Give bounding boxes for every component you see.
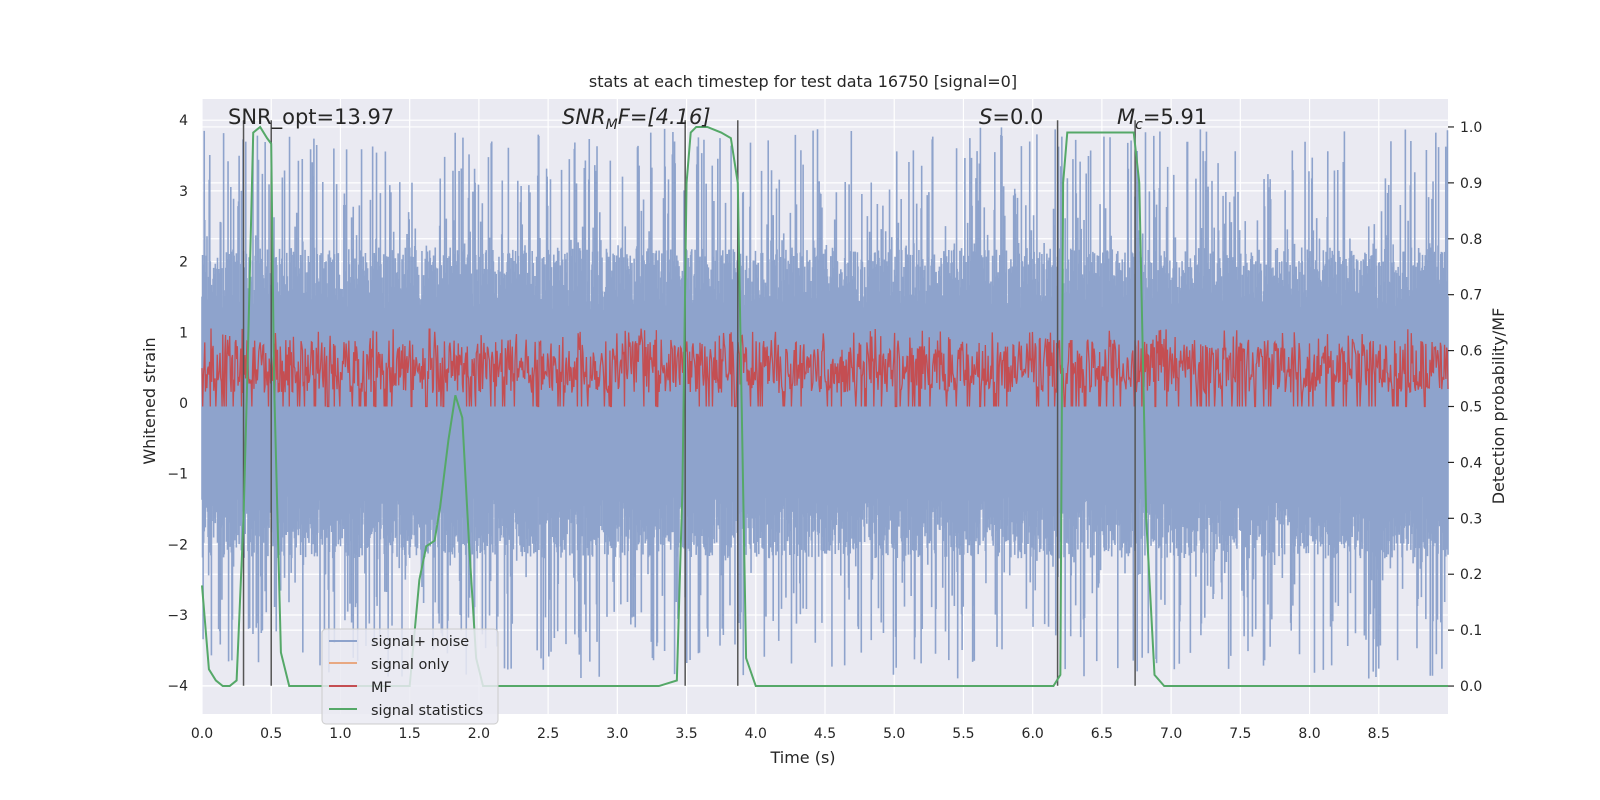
legend-label-signal-only: signal only <box>371 657 450 673</box>
y2-tick-label: 0.4 <box>1460 455 1482 471</box>
annotation-snr-opt: SNR_opt=13.97 <box>228 105 394 130</box>
x-tick-label: 4.5 <box>814 726 836 742</box>
y2-tick-label: 0.2 <box>1460 567 1482 583</box>
x-tick-label: 0.0 <box>191 726 213 742</box>
annotation-snr-mf-suffix: F=[4.16] <box>618 105 711 129</box>
x-tick-label: 4.0 <box>745 726 767 742</box>
x-tick-label: 1.0 <box>329 726 351 742</box>
y2-tick-label: 0.7 <box>1460 288 1482 304</box>
chart-title: stats at each timestep for test data 167… <box>589 72 1017 91</box>
x-tick-label: 0.5 <box>260 726 282 742</box>
annotation-snr-mf-prefix: SNR <box>562 105 606 129</box>
x-axis-label: Time (s) <box>769 748 835 767</box>
mf-line <box>201 328 1449 408</box>
y2-tick-label: 0.0 <box>1460 679 1482 695</box>
signal-statistics-line <box>201 125 1448 688</box>
x-tick-label: 2.5 <box>537 726 559 742</box>
legend-box <box>321 628 499 725</box>
x-tick-label: 8.5 <box>1368 726 1390 742</box>
x-tick-label: 7.0 <box>1160 726 1182 742</box>
y-tick-label: −1 <box>167 467 188 483</box>
x-tick-label: 8.0 <box>1298 726 1320 742</box>
x-tick-label: 7.5 <box>1229 726 1251 742</box>
annotation-s: S=0.0 <box>979 105 1043 129</box>
legend-label-signal-noise: signal+ noise <box>371 634 469 650</box>
y-tick-label: −2 <box>167 537 188 553</box>
x-tick-label: 2.0 <box>468 726 490 742</box>
legend-label-mf: MF <box>371 680 392 696</box>
y-tick-label: 0 <box>179 396 188 412</box>
annotation-mc-subscript: c <box>1135 117 1143 133</box>
annotation-s-value: =0.0 <box>992 105 1043 129</box>
annotation-snr-mf-subscript: M <box>606 117 618 133</box>
y-tick-label: 1 <box>179 325 188 341</box>
y2-axis-label: Detection probability/MF <box>1489 308 1508 505</box>
annotation-s-symbol: S <box>979 105 992 129</box>
y2-tick-label: 0.6 <box>1460 344 1482 360</box>
legend-label-signal-statistics: signal statistics <box>371 703 483 719</box>
signal-statistics-series <box>201 125 1448 688</box>
legend: signal+ noise signal only MF signal stat… <box>321 628 499 725</box>
x-tick-label: 1.5 <box>399 726 421 742</box>
y-tick-label: 2 <box>179 255 188 271</box>
y2-tick-label: 0.5 <box>1460 400 1482 416</box>
x-axis-ticks: 0.0 0.5 1.0 1.5 2.0 2.5 3.0 3.5 4.0 4.5 5.0 5.5 6.0 6… <box>191 726 1390 742</box>
y2-tick-label: 0.8 <box>1460 232 1482 248</box>
y2-tick-label: 0.1 <box>1460 623 1482 639</box>
y2-tick-label: 0.3 <box>1460 511 1482 527</box>
y-tick-label: 3 <box>179 184 188 200</box>
y2-tick-label: 1.0 <box>1460 120 1482 136</box>
y-axis-ticks: 4 3 2 1 0 −1 −2 −3 −4 <box>167 113 188 695</box>
x-tick-label: 6.5 <box>1091 726 1113 742</box>
annotation-mc-value: =5.91 <box>1143 105 1207 129</box>
y-tick-label: −3 <box>167 608 188 624</box>
annotation-mc: Mc=5.91 <box>1117 105 1207 133</box>
signal-noise-core <box>202 311 1448 495</box>
y-tick-label: −4 <box>167 679 188 695</box>
x-tick-label: 5.0 <box>883 726 905 742</box>
annotation-mc-symbol: M <box>1117 105 1135 129</box>
mf-series <box>201 328 1449 408</box>
annotation-snr-mf: SNRMF=[4.16] <box>562 105 711 133</box>
x-tick-label: 3.5 <box>675 726 697 742</box>
x-tick-label: 3.0 <box>606 726 628 742</box>
y2-axis-ticks: 0.0 0.1 0.2 0.3 0.4 0.5 0.6 0.7 0.8 0.9 1.0 <box>1448 120 1482 695</box>
x-tick-label: 6.0 <box>1022 726 1044 742</box>
x-tick-label: 5.5 <box>952 726 974 742</box>
y-axis-label: Whitened strain <box>140 337 159 464</box>
y-tick-label: 4 <box>179 113 188 129</box>
y2-tick-label: 0.9 <box>1460 176 1482 192</box>
